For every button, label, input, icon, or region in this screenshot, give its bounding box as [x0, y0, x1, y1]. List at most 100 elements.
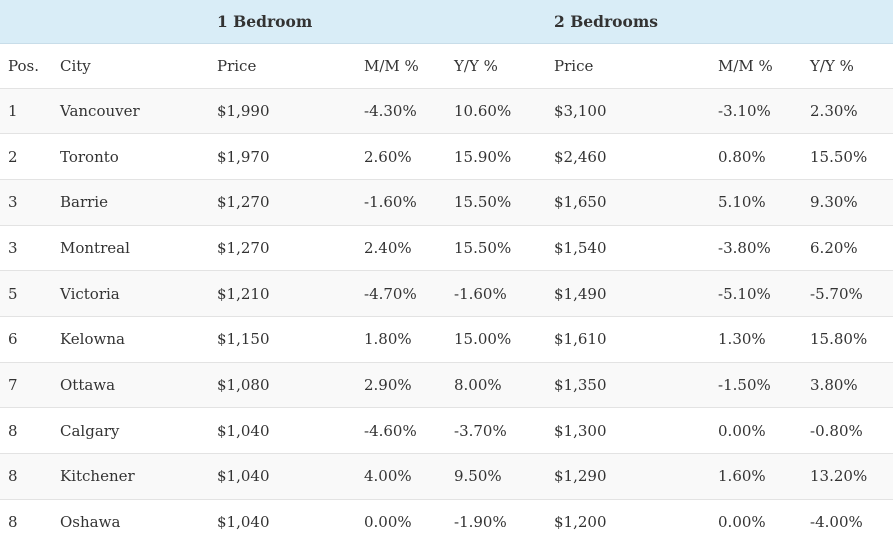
cell-yy-2bed: 15.50%	[802, 133, 893, 180]
cell-yy-2bed: 15.80%	[802, 315, 893, 363]
cell-pos: 5	[0, 270, 52, 317]
cell-pos: 3	[0, 224, 52, 271]
cell-yy-1bed: -3.70%	[446, 407, 547, 454]
cell-city: Victoria	[52, 270, 209, 317]
cell-pos: 7	[0, 361, 52, 408]
cell-mm-1bed: -4.70%	[356, 270, 446, 317]
cell-city: Oshawa	[52, 498, 209, 545]
cell-price-1bed: $1,040	[209, 453, 356, 500]
cell-mm-1bed: 2.90%	[356, 361, 446, 408]
cell-mm-2bed: -3.10%	[710, 87, 803, 134]
table-row: 7 Ottawa $1,080 2.90% 8.00% $1,350 -1.50% 3.80%	[0, 361, 893, 408]
table-row: 3 Montreal $1,270 2.40% 15.50% $1,540 -3.80% 6.…	[0, 224, 893, 271]
cell-mm-1bed: 4.00%	[356, 453, 446, 500]
cell-city: Calgary	[52, 407, 209, 454]
cell-city: Montreal	[52, 224, 209, 271]
cell-yy-2bed: 6.20%	[802, 224, 893, 271]
cell-mm-2bed: -1.50%	[710, 361, 803, 408]
cell-yy-2bed: 2.30%	[802, 87, 893, 134]
cell-yy-1bed: 10.60%	[446, 87, 547, 134]
table-body: 1 Vancouver $1,990 -4.30% 10.60% $3,100 -3.10%…	[0, 87, 893, 545]
col-header-city: City	[60, 56, 91, 75]
table-row: 2 Toronto $1,970 2.60% 15.90% $2,460 0.80% 15.5…	[0, 133, 893, 180]
cell-yy-1bed: 15.90%	[446, 133, 547, 180]
table-row: 8 Oshawa $1,040 0.00% -1.90% $1,200 0.00% -4.00…	[0, 498, 893, 545]
cell-price-1bed: $1,270	[209, 224, 356, 271]
table-row: 1 Vancouver $1,990 -4.30% 10.60% $3,100 -3.10%…	[0, 87, 893, 134]
cell-price-2bed: $1,490	[546, 270, 711, 317]
cell-mm-1bed: -4.60%	[356, 407, 446, 454]
cell-mm-2bed: 1.30%	[710, 315, 803, 363]
cell-city: Vancouver	[52, 87, 209, 134]
group-header-blank	[0, 0, 209, 44]
cell-mm-1bed: -1.60%	[356, 178, 446, 226]
cell-mm-2bed: 0.00%	[710, 498, 803, 545]
cell-yy-1bed: 15.50%	[446, 224, 547, 271]
cell-price-2bed: $1,540	[546, 224, 711, 271]
cell-price-1bed: $1,970	[209, 133, 356, 180]
cell-yy-2bed: -5.70%	[802, 270, 893, 317]
cell-yy-2bed: -4.00%	[802, 498, 893, 545]
cell-mm-1bed: 2.40%	[356, 224, 446, 271]
table-row: 8 Kitchener $1,040 4.00% 9.50% $1,290 1.60% 13.…	[0, 453, 893, 500]
cell-price-2bed: $1,650	[546, 178, 711, 226]
cell-price-2bed: $1,610	[546, 315, 711, 363]
cell-price-2bed: $1,200	[546, 498, 711, 545]
cell-pos: 2	[0, 133, 52, 180]
cell-yy-2bed: 13.20%	[802, 453, 893, 500]
cell-pos: 8	[0, 498, 52, 545]
cell-pos: 1	[0, 87, 52, 134]
cell-price-1bed: $1,270	[209, 178, 356, 226]
col-header-yy-1bed: Y/Y %	[454, 56, 498, 75]
group-header-row: 1 Bedroom 2 Bedrooms	[0, 0, 893, 44]
cell-mm-1bed: 0.00%	[356, 498, 446, 545]
cell-mm-2bed: 0.80%	[710, 133, 803, 180]
cell-mm-1bed: 1.80%	[356, 315, 446, 363]
cell-city: Barrie	[52, 178, 209, 226]
cell-yy-1bed: -1.60%	[446, 270, 547, 317]
col-header-mm-1bed: M/M %	[364, 56, 419, 75]
cell-mm-1bed: 2.60%	[356, 133, 446, 180]
cell-price-1bed: $1,040	[209, 498, 356, 545]
col-header-price-1bed: Price	[217, 56, 257, 75]
group-header-1-bedroom: 1 Bedroom	[209, 0, 547, 44]
cell-price-1bed: $1,990	[209, 87, 356, 134]
cell-price-1bed: $1,040	[209, 407, 356, 454]
cell-yy-2bed: -0.80%	[802, 407, 893, 454]
cell-price-1bed: $1,210	[209, 270, 356, 317]
cell-price-2bed: $1,290	[546, 453, 711, 500]
cell-mm-1bed: -4.30%	[356, 87, 446, 134]
cell-mm-2bed: -3.80%	[710, 224, 803, 271]
cell-city: Kelowna	[52, 315, 209, 363]
table-row: 8 Calgary $1,040 -4.60% -3.70% $1,300 0.00% -0.…	[0, 407, 893, 454]
table-row: 5 Victoria $1,210 -4.70% -1.60% $1,490 -5.10% -…	[0, 270, 893, 317]
cell-pos: 8	[0, 407, 52, 454]
cell-price-1bed: $1,080	[209, 361, 356, 408]
col-header-pos: Pos.	[8, 56, 39, 75]
cell-yy-1bed: 15.00%	[446, 315, 547, 363]
cell-price-2bed: $1,350	[546, 361, 711, 408]
table-row: 6 Kelowna $1,150 1.80% 15.00% $1,610 1.30% 15.8…	[0, 315, 893, 363]
cell-pos: 3	[0, 178, 52, 226]
cell-price-2bed: $1,300	[546, 407, 711, 454]
cell-city: Toronto	[52, 133, 209, 180]
cell-yy-1bed: 8.00%	[446, 361, 547, 408]
cell-pos: 6	[0, 315, 52, 363]
cell-mm-2bed: -5.10%	[710, 270, 803, 317]
cell-yy-1bed: 9.50%	[446, 453, 547, 500]
col-header-mm-2bed: M/M %	[718, 56, 773, 75]
cell-mm-2bed: 0.00%	[710, 407, 803, 454]
cell-yy-2bed: 9.30%	[802, 178, 893, 226]
cell-city: Ottawa	[52, 361, 209, 408]
cell-mm-2bed: 5.10%	[710, 178, 803, 226]
cell-yy-2bed: 3.80%	[802, 361, 893, 408]
cell-price-2bed: $2,460	[546, 133, 711, 180]
cell-mm-2bed: 1.60%	[710, 453, 803, 500]
table-row: 3 Barrie $1,270 -1.60% 15.50% $1,650 5.10% 9.30…	[0, 178, 893, 226]
cell-yy-1bed: 15.50%	[446, 178, 547, 226]
cell-yy-1bed: -1.90%	[446, 498, 547, 545]
cell-city: Kitchener	[52, 453, 209, 500]
cell-price-2bed: $3,100	[546, 87, 711, 134]
cell-pos: 8	[0, 453, 52, 500]
